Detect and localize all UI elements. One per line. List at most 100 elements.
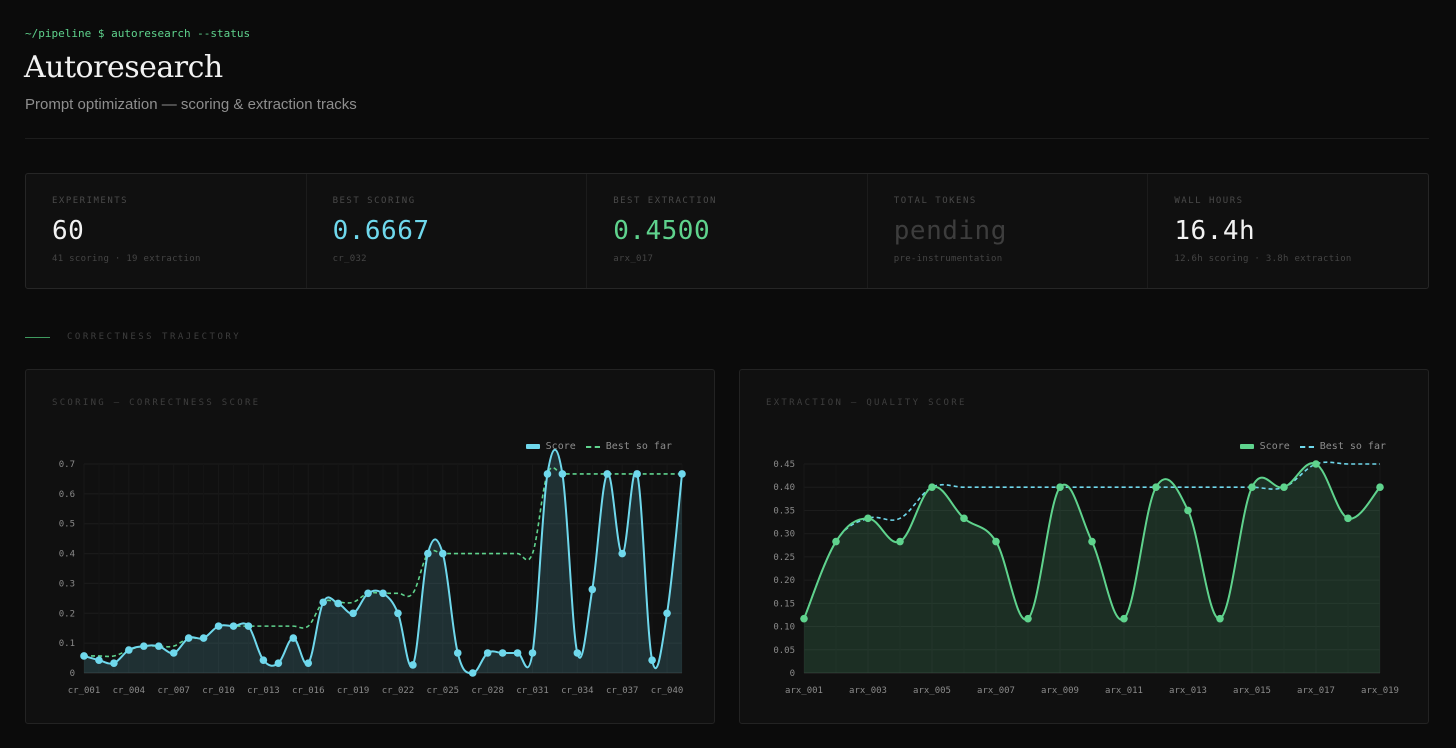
stats-panel: EXPERIMENTS 60 41 scoring · 19 extractio… [25,173,1429,289]
legend-best-swatch [585,445,600,448]
score-point [424,549,432,558]
score-point [1088,537,1096,546]
stat-best-extraction: BEST EXTRACTION 0.4500 arx_017 [587,174,868,288]
x-tick-label: cr_010 [202,686,235,696]
score-point [154,642,163,650]
score-point [663,609,671,618]
x-tick-label: cr_013 [247,686,280,696]
score-point [483,649,492,657]
y-tick-label: 0.30 [773,530,795,540]
score-point [498,649,507,657]
score-point [184,634,193,642]
score-point [334,599,342,608]
x-tick-label: arx_013 [1169,686,1207,696]
x-tick-label: arx_011 [1105,686,1143,696]
score-point [1376,483,1384,492]
score-point [1344,514,1352,523]
score-point [513,649,522,657]
x-tick-label: arx_009 [1041,686,1079,696]
y-tick-label: 0.2 [59,609,75,619]
stat-label: BEST SCORING [332,196,416,206]
x-tick-label: cr_040 [651,686,684,696]
score-point [199,634,208,642]
header-divider [25,138,1429,139]
score-point [678,470,686,478]
score-point [349,609,357,618]
stat-sub: 12.6h scoring · 3.8h extraction [1174,254,1352,264]
stat-value: 0.6667 [332,216,430,246]
score-point [319,598,328,607]
x-tick-label: cr_007 [157,686,190,696]
y-tick-label: 0 [70,669,75,679]
score-point [633,470,641,478]
score-point [1216,614,1224,623]
score-point [588,585,597,594]
chart-title: SCORING — CORRECTNESS SCORE [52,398,261,408]
score-point [864,514,872,523]
x-tick-label: cr_016 [292,686,325,696]
x-tick-label: cr_004 [113,686,146,696]
score-point [1312,460,1320,468]
stat-value: 60 [52,216,85,246]
y-tick-label: 0.1 [59,639,75,649]
score-point [648,656,656,664]
x-tick-label: arx_019 [1361,686,1399,696]
y-tick-label: 0.4 [59,550,75,560]
score-point [800,614,808,623]
y-tick-label: 0.5 [59,520,75,530]
stat-label: WALL HOURS [1174,196,1244,206]
legend-score-label: Score [545,441,576,452]
stat-value: 16.4h [1174,216,1256,246]
y-tick-label: 0.10 [773,623,795,633]
score-area [84,449,682,674]
score-point [289,634,298,642]
y-tick-label: 0 [790,669,795,679]
score-point [409,661,417,669]
extraction-chart-panel: EXTRACTION — QUALITY SCORE Score Best so… [739,369,1429,724]
x-tick-label: cr_022 [382,686,415,696]
x-tick-label: cr_031 [516,686,549,696]
score-point [528,649,537,657]
x-tick-label: cr_019 [337,686,370,696]
score-point [1120,614,1128,623]
chart-legend: Score Best so far [525,441,672,452]
x-tick-label: cr_034 [561,686,594,696]
score-point [896,537,904,546]
legend-best[interactable]: Best so far [1299,441,1386,452]
x-tick-label: arx_007 [977,686,1015,696]
legend-score[interactable]: Score [525,441,576,452]
score-point [928,483,936,492]
x-tick-label: arx_005 [913,686,951,696]
y-tick-label: 0.45 [773,460,795,470]
page-subtitle: Prompt optimization — scoring & extracti… [25,96,357,113]
legend-score[interactable]: Score [1239,441,1290,452]
score-point [244,622,253,630]
score-line [803,462,1381,621]
score-point [274,659,283,667]
stat-sub: pre-instrumentation [893,254,1003,264]
score-point [1056,483,1064,492]
x-tick-label: cr_025 [427,686,460,696]
x-tick-label: cr_001 [68,686,101,696]
stat-sub: 41 scoring · 19 extraction [52,254,201,264]
stat-wall-hours: WALL HOURS 16.4h 12.6h scoring · 3.8h ex… [1148,174,1428,288]
score-point [169,649,178,657]
extraction-chart: 0 0.05 0.10 0.15 0.20 0.25 0.30 0.35 0.40 0.45 arx… [773,460,1399,696]
y-tick-label: 0.15 [773,599,795,609]
y-tick-label: 0.3 [59,579,75,589]
score-point [543,470,552,478]
legend-best[interactable]: Best so far [585,441,672,452]
y-tick-label: 0.40 [773,483,795,493]
section-label: CORRECTNESS TRAJECTORY [67,332,242,342]
score-point [95,656,103,664]
stat-sub: arx_017 [613,254,654,264]
scoring-chart: 0 0.1 0.2 0.3 0.4 0.5 0.6 0.7 cr_001 cr_004 cr_007… [59,449,686,696]
score-point [80,652,88,660]
scoring-chart-panel: SCORING — CORRECTNESS SCORE Score Best s… [25,369,715,724]
score-point [214,622,223,630]
stat-label: EXPERIMENTS [52,196,129,206]
chart-title: EXTRACTION — QUALITY SCORE [766,398,967,408]
score-point [992,537,1000,546]
y-tick-label: 0.25 [773,553,795,563]
y-tick-label: 0.35 [773,506,795,516]
